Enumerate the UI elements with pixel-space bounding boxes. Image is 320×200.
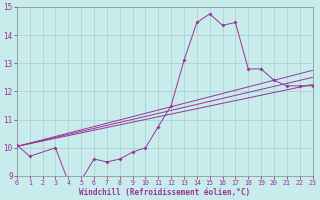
X-axis label: Windchill (Refroidissement éolien,°C): Windchill (Refroidissement éolien,°C) xyxy=(79,188,250,197)
